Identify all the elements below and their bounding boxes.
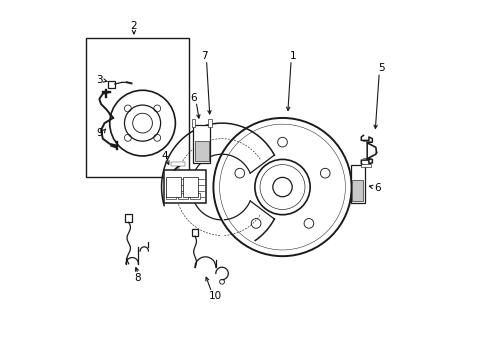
Text: 3: 3: [96, 75, 102, 85]
Bar: [191, 119, 195, 127]
Bar: [194, 140, 208, 162]
Bar: [178, 193, 187, 199]
Bar: [193, 125, 209, 163]
Text: 6: 6: [190, 93, 196, 103]
Bar: [190, 193, 200, 199]
Text: 2: 2: [130, 21, 137, 31]
Bar: [164, 170, 205, 203]
Text: 5: 5: [377, 63, 384, 73]
Bar: [192, 229, 198, 236]
Bar: [208, 119, 211, 127]
Text: 8: 8: [134, 273, 141, 283]
Bar: [108, 81, 115, 87]
Text: 4: 4: [161, 151, 167, 161]
Bar: [171, 162, 184, 166]
Bar: [360, 163, 370, 167]
Bar: [125, 214, 132, 222]
Bar: [166, 193, 175, 199]
Text: 1: 1: [289, 51, 296, 61]
Text: 10: 10: [208, 291, 221, 301]
Bar: [166, 177, 180, 197]
Bar: [352, 180, 363, 201]
Bar: [350, 165, 364, 203]
Bar: [183, 177, 198, 197]
Bar: [85, 39, 189, 177]
Text: 6: 6: [373, 183, 380, 193]
Text: 7: 7: [201, 51, 207, 61]
Text: 9: 9: [97, 129, 103, 139]
